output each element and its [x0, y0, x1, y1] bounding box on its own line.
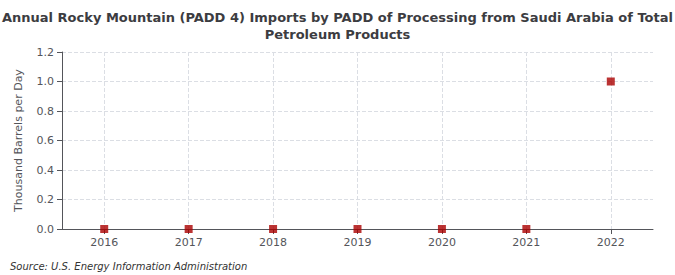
svg-text:Source: U.S. Energy Informatio: Source: U.S. Energy Information Administ… — [10, 261, 247, 272]
svg-text:2020: 2020 — [428, 236, 456, 249]
svg-text:1.0: 1.0 — [37, 75, 55, 88]
svg-text:2019: 2019 — [344, 236, 372, 249]
svg-text:2016: 2016 — [90, 236, 118, 249]
svg-text:2017: 2017 — [175, 236, 203, 249]
svg-text:Thousand Barrels per Day: Thousand Barrels per Day — [12, 69, 25, 213]
svg-text:Petroleum Products: Petroleum Products — [265, 27, 411, 42]
svg-text:0.2: 0.2 — [37, 193, 55, 206]
svg-text:1.2: 1.2 — [37, 46, 55, 59]
svg-text:2021: 2021 — [512, 236, 540, 249]
svg-text:0.6: 0.6 — [37, 134, 55, 147]
svg-text:0.0: 0.0 — [37, 223, 55, 236]
svg-text:2022: 2022 — [597, 236, 625, 249]
svg-text:0.8: 0.8 — [37, 105, 55, 118]
svg-text:0.4: 0.4 — [37, 164, 55, 177]
svg-text:Annual Rocky Mountain (PADD 4): Annual Rocky Mountain (PADD 4) Imports b… — [2, 10, 673, 25]
svg-text:2018: 2018 — [259, 236, 287, 249]
